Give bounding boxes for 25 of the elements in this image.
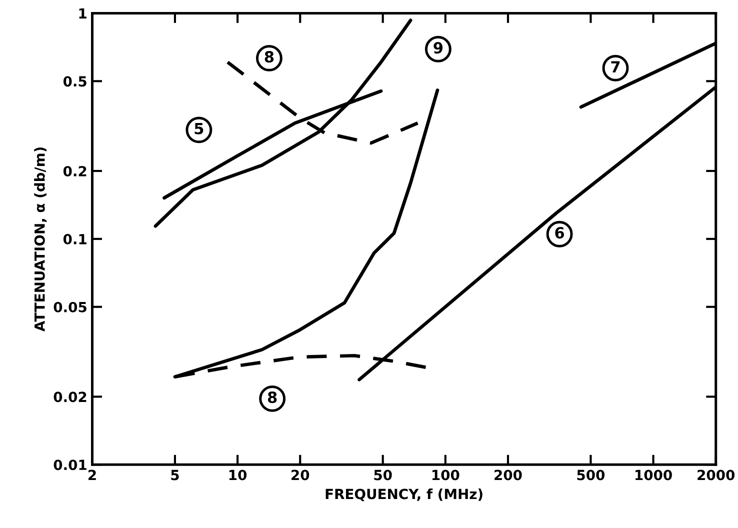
y-tick-label: 0.1 bbox=[63, 234, 86, 244]
y-axis-title: ATTENUATION, α (db/m) bbox=[34, 147, 47, 332]
x-tick-label: 50 bbox=[374, 470, 392, 480]
y-tick-label: 0.5 bbox=[63, 76, 86, 87]
annotation: 7 bbox=[611, 61, 620, 72]
y-tick-label: 0.02 bbox=[54, 392, 86, 402]
y-tick-label: 0.01 bbox=[54, 460, 86, 470]
x-tick-label: 2000 bbox=[698, 470, 735, 480]
x-tick-label: 1000 bbox=[636, 470, 672, 480]
y-tick-label: 1 bbox=[79, 8, 86, 18]
annotation: 8 bbox=[268, 392, 277, 404]
annotation: 9 bbox=[434, 42, 443, 54]
y-tick-label: 0.2 bbox=[63, 166, 86, 176]
annotation: 6 bbox=[555, 227, 564, 239]
x-tick-label: 5 bbox=[171, 470, 179, 480]
x-axis-title: FREQUENCY, f (MHz) bbox=[326, 488, 482, 502]
x-tick-label: 20 bbox=[292, 470, 310, 480]
x-tick-label: 100 bbox=[432, 470, 460, 480]
x-tick-label: 200 bbox=[494, 470, 522, 480]
x-tick-label: 2 bbox=[88, 470, 96, 480]
y-tick-label: 0.05 bbox=[54, 302, 86, 312]
x-tick-label: 10 bbox=[229, 470, 247, 480]
x-tick-label: 500 bbox=[577, 470, 605, 480]
annotation: 8 bbox=[264, 51, 274, 63]
annotation: 5 bbox=[194, 123, 204, 134]
